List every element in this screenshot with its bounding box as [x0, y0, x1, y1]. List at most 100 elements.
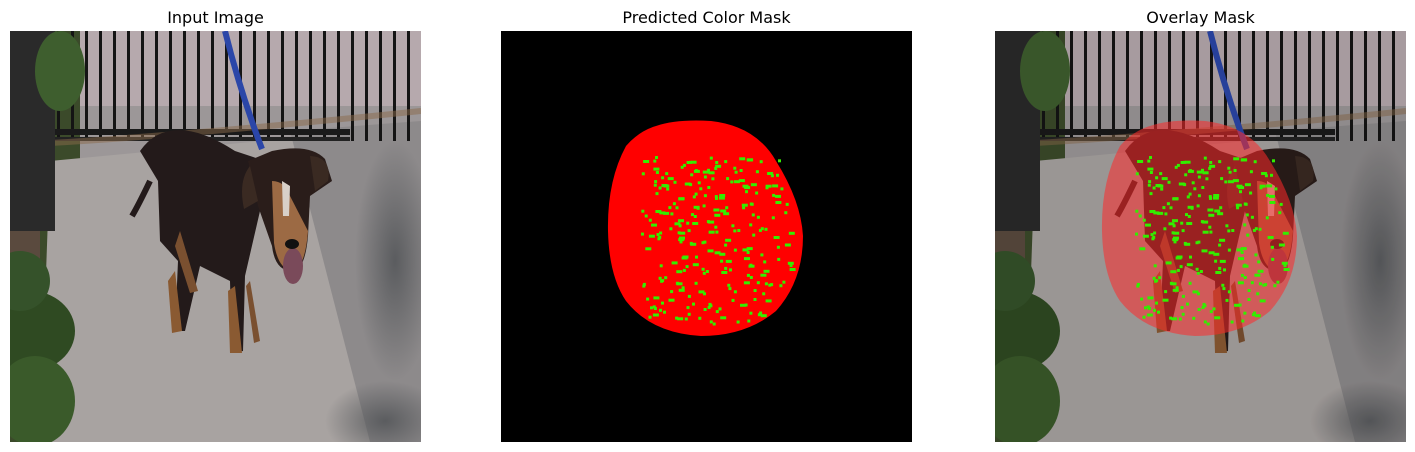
mask-speckle	[1157, 211, 1164, 215]
mask-speckle	[1223, 268, 1226, 272]
mask-speckle	[709, 320, 713, 324]
mask-speckle	[1152, 276, 1156, 280]
predicted-mask-title: Predicted Color Mask	[622, 8, 791, 27]
mask-speckle	[1283, 264, 1287, 267]
mask-speckle	[1171, 317, 1178, 321]
mask-speckle	[1202, 230, 1209, 234]
mask-speckle	[702, 170, 709, 174]
mask-speckle	[668, 298, 675, 302]
mask-speckle	[756, 281, 760, 285]
mask-speckle	[1225, 298, 1229, 302]
mask-speckle	[744, 303, 748, 307]
mask-speckle	[673, 180, 677, 184]
mask-speckle	[648, 315, 652, 319]
mask-speckle	[1146, 305, 1150, 309]
mask-speckle	[1135, 209, 1139, 213]
mask-speckle	[1142, 234, 1149, 238]
mask-speckle	[1167, 180, 1171, 184]
mask-speckle	[1209, 230, 1213, 234]
mask-speckle	[1181, 229, 1185, 233]
mask-speckle	[641, 172, 645, 176]
mask-speckle	[772, 193, 776, 197]
mask-speckle	[779, 284, 783, 288]
mask-speckle	[1180, 161, 1184, 164]
mask-speckle	[1238, 303, 1242, 307]
mask-speckle	[641, 232, 644, 236]
mask-speckle	[1153, 308, 1156, 312]
mask-speckle	[687, 294, 691, 298]
mask-speckle	[744, 186, 751, 190]
mask-speckle	[1135, 172, 1139, 176]
mask-speckle	[733, 229, 737, 233]
mask-speckle	[1259, 184, 1266, 188]
mask-speckle	[643, 160, 650, 163]
mask-speckle	[1238, 186, 1245, 190]
mask-speckle	[1164, 212, 1168, 216]
mask-speckle	[1203, 320, 1207, 324]
mask-speckle	[749, 311, 753, 315]
mask-speckle	[772, 184, 779, 188]
mask-speckle	[1209, 164, 1216, 168]
mask-speckle	[707, 306, 711, 309]
mask-speckle	[679, 231, 686, 235]
mask-speckle	[707, 249, 714, 253]
mask-speckle	[1142, 315, 1146, 319]
mask-speckle	[1162, 206, 1166, 210]
mask-speckle	[687, 229, 691, 233]
mask-speckle	[689, 160, 692, 164]
mask-speckle	[1234, 303, 1240, 307]
mask-speckle	[719, 194, 726, 197]
mask-speckle	[1144, 306, 1147, 310]
mask-speckle	[1175, 256, 1182, 260]
mask-speckle	[652, 305, 656, 309]
mask-speckle	[1187, 169, 1194, 173]
mask-speckle	[785, 202, 789, 206]
mask-speckle	[708, 220, 715, 224]
mask-speckle	[1172, 288, 1179, 292]
mask-speckle	[1170, 282, 1177, 286]
mask-speckle	[648, 234, 655, 238]
mask-speckle	[1188, 192, 1192, 196]
mask-speckle	[1258, 227, 1262, 231]
mask-speckle	[718, 307, 722, 311]
mask-speckle	[685, 265, 689, 269]
mask-speckle	[1254, 273, 1261, 277]
mask-speckle	[690, 173, 694, 177]
mask-speckle	[1254, 253, 1258, 257]
mask-speckle	[705, 270, 709, 273]
mask-speckle	[1152, 186, 1156, 190]
mask-speckle	[1250, 215, 1254, 219]
overlay-mask-panel: Overlay Mask	[995, 0, 1406, 452]
mask-speckle	[1252, 228, 1256, 232]
mask-speckle	[773, 236, 780, 239]
mask-speckle	[1279, 202, 1283, 206]
mask-speckle	[648, 218, 652, 222]
mask-speckle	[676, 270, 683, 274]
mask-speckle	[763, 269, 770, 273]
mask-speckle	[1283, 268, 1290, 271]
mask-speckle	[1192, 316, 1196, 320]
mask-speckle	[1147, 307, 1151, 310]
mask-speckle	[1232, 179, 1239, 183]
mask-speckle	[1203, 156, 1207, 160]
mask-speckle	[681, 286, 685, 290]
mask-speckle	[663, 310, 666, 314]
mask-speckle	[1186, 222, 1193, 225]
mask-speckle	[1196, 204, 1200, 208]
photo-scene	[10, 31, 421, 442]
mask-speckle	[1178, 182, 1185, 186]
mask-speckle	[1147, 159, 1151, 163]
mask-speckle	[1149, 210, 1156, 213]
mask-speckle	[747, 319, 751, 323]
input-image	[10, 31, 421, 442]
mask-speckle	[655, 156, 658, 159]
mask-speckle	[724, 160, 728, 164]
mask-speckle	[733, 248, 737, 252]
mask-speckle	[708, 171, 715, 175]
mask-speckle	[652, 313, 659, 317]
mask-speckle	[1184, 160, 1191, 164]
mask-speckle	[678, 197, 685, 201]
mask-speckle	[1149, 171, 1153, 174]
mask-speckle	[691, 213, 694, 217]
mask-speckle	[1150, 233, 1154, 237]
